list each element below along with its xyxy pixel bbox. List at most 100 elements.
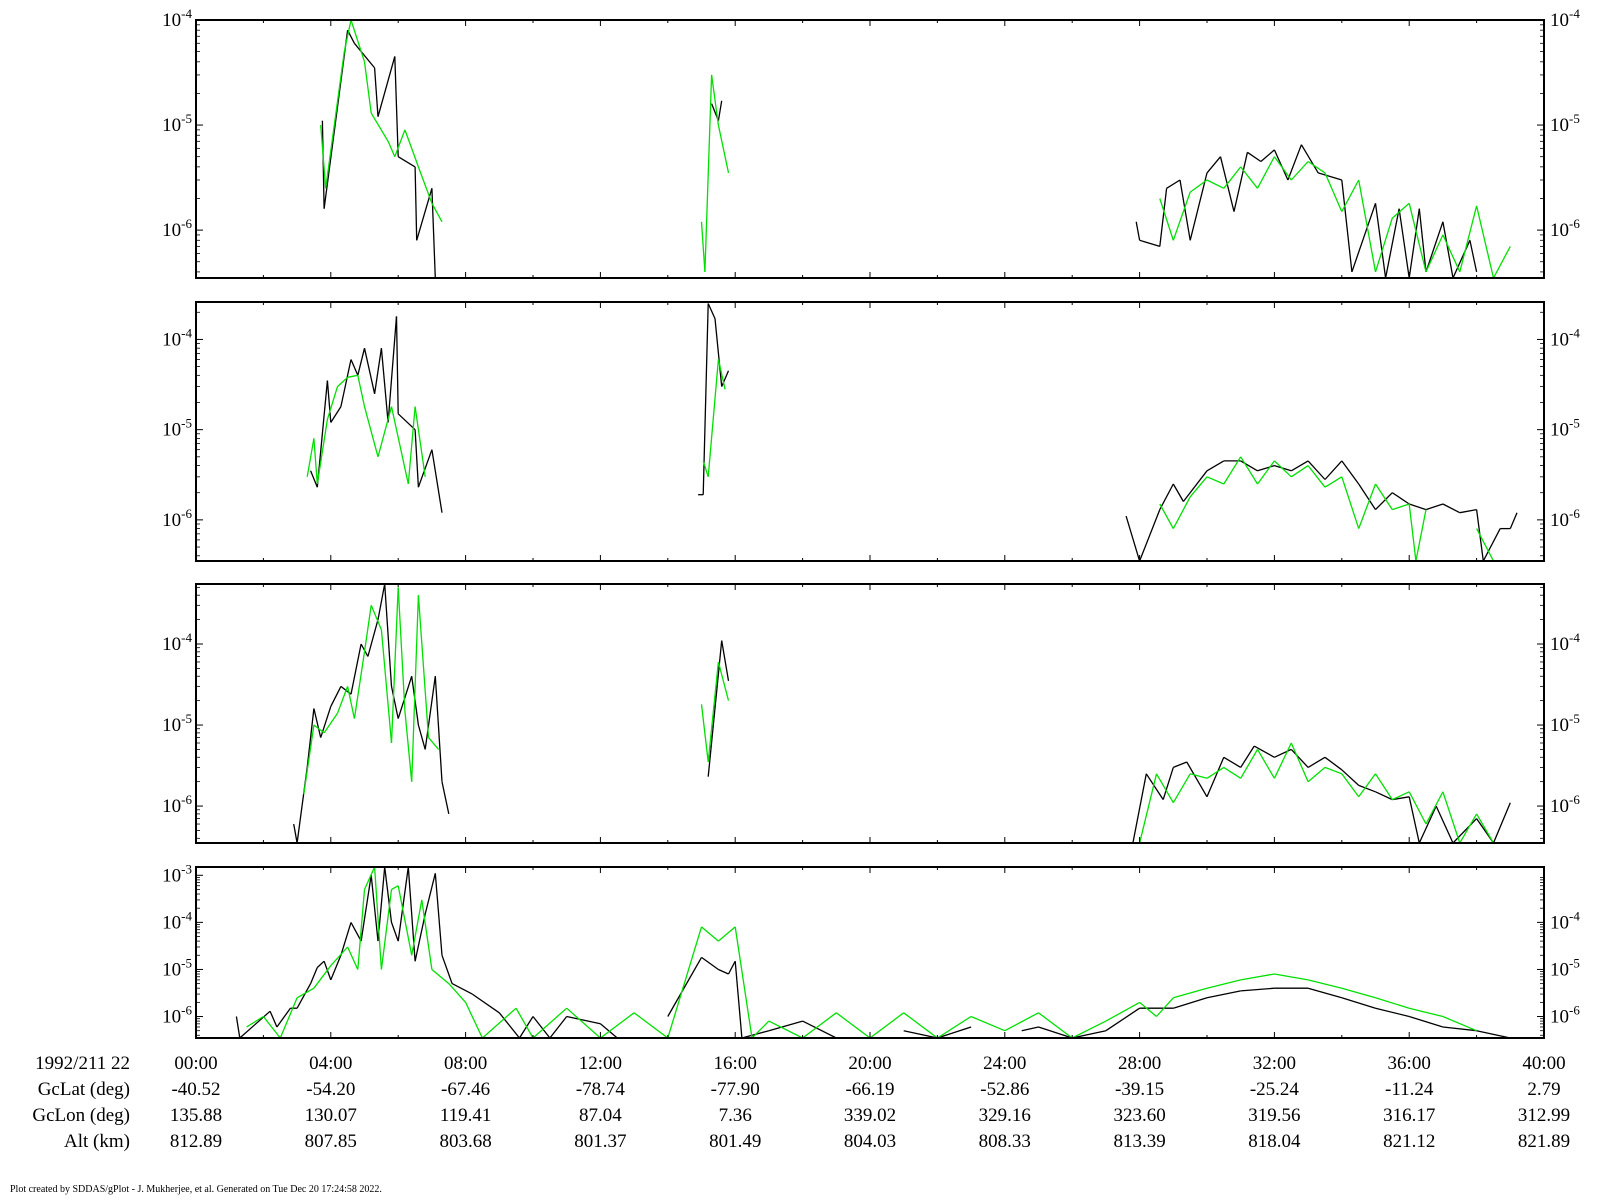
panel-4-series-1-segment (1409, 1015, 1444, 1028)
time-axis-table: 1992/211 22 00:00 04:00 08:00 12:00 16:00 20:… (32, 1053, 1570, 1152)
left-tick-label-base: 10 (162, 715, 181, 736)
panel-3-series-2-segment (411, 595, 420, 782)
right-tick-label-exponent: -6 (1569, 1003, 1580, 1018)
right-tick-label: 10-4 (1550, 6, 1580, 31)
plot-credit-footer: Plot created by SDDAS/gPlot - J. Mukherj… (10, 1184, 382, 1195)
panel-2-series-2-segment (707, 359, 720, 477)
panel-3-series-1-segment (1132, 773, 1147, 843)
panel-2-series-1-segment (702, 303, 709, 495)
right-tick-label-base: 10 (1550, 10, 1569, 31)
panel-4-series-1-segment (903, 1030, 938, 1038)
panel-3-series-2-segment (397, 587, 406, 711)
right-tick-label-exponent: -5 (1569, 111, 1580, 126)
panel-1-series-1-segment (1179, 179, 1191, 241)
panel-2-data (306, 303, 1518, 561)
panel-3-series-2-segment (1172, 773, 1191, 804)
left-tick-label: 10-4 (162, 630, 192, 655)
panel-3-series-2-segment (428, 737, 440, 750)
panel-1-series-2-segment (325, 51, 345, 189)
panel-2-series-1-segment (357, 348, 366, 376)
ephemeris-value: 329.16 (979, 1105, 1031, 1126)
panel-2-series-1-segment (309, 470, 318, 488)
panel-2-series-1-segment (1442, 503, 1461, 514)
panel-2-series-2-segment (363, 406, 379, 457)
panel-3-series-2-segment (346, 686, 356, 719)
panel-1-series-2-segment (1459, 205, 1478, 273)
right-tick-label-exponent: -4 (1569, 630, 1580, 645)
panel-2-series-2-segment (1290, 465, 1309, 478)
panel-4-series-2-segment (313, 965, 332, 989)
panel-1-series-2-segment (1391, 202, 1410, 219)
right-tick-label-exponent: -5 (1569, 955, 1580, 970)
panel-2-series-1-segment (397, 413, 416, 431)
ephemeris-value: 2.79 (1527, 1079, 1560, 1100)
panel-4-series-1-segment (384, 867, 393, 923)
panel-3-series-2-segment (1324, 766, 1343, 775)
panel-1-series-1-segment (1384, 208, 1400, 278)
left-tick-label-exponent: -5 (181, 111, 192, 126)
panel-1-series-1-segment (1318, 172, 1342, 181)
panel-2-series-1-segment (395, 316, 399, 414)
ephemeris-value: 808.33 (979, 1131, 1031, 1152)
left-tick-label-exponent: -5 (181, 416, 192, 431)
panel-1-series-2-segment (1189, 179, 1208, 193)
panel-4-series-1-segment (1341, 997, 1376, 1009)
panel-4-series-2-segment (734, 926, 753, 1038)
panel-4-series-2-segment (296, 987, 315, 999)
panel-3-data (293, 584, 1511, 843)
right-tick-label-exponent: -5 (1569, 711, 1580, 726)
panel-2-series-1-segment (1358, 483, 1377, 510)
ephemeris-value: 801.49 (709, 1131, 761, 1152)
right-tick-label-exponent: -6 (1569, 792, 1580, 807)
right-tick-label-exponent: -5 (1569, 416, 1580, 431)
panel-1-series-2-segment (1475, 205, 1495, 278)
ephemeris-value: 130.07 (305, 1105, 357, 1126)
panel-4-series-1-segment (309, 967, 318, 984)
panel-4-series-1-segment (1307, 987, 1342, 999)
right-tick-label-base: 10 (1550, 1007, 1569, 1028)
panel-4-series-2-segment (330, 946, 349, 967)
panel-1: 10-610-510-410-610-510-4 (162, 6, 1580, 279)
panel-4-series-1-segment (316, 960, 325, 968)
panel-2-series-1-segment (1324, 460, 1343, 480)
panel-2-series-2-segment (347, 374, 358, 378)
panel-2-series-1-segment (431, 449, 443, 513)
panel-4-series-2-segment (279, 997, 298, 1038)
panel-4-frame (195, 866, 1545, 1039)
panel-1-series-2-segment (431, 202, 443, 223)
date-label: 1992/211 22 (35, 1053, 130, 1074)
panel-2-series-1-segment (1172, 483, 1184, 502)
left-tick-label: 10-4 (162, 6, 192, 31)
panel-3-series-1-segment (1253, 745, 1275, 758)
right-tick-label-base: 10 (1550, 634, 1569, 655)
left-tick-label-base: 10 (162, 959, 181, 980)
time-tick-label: 16:00 (714, 1053, 757, 1074)
panel-2-series-1-segment (1138, 509, 1161, 561)
panel-1-series-1-segment (1300, 144, 1319, 174)
panel-1-series-1-segment (1341, 179, 1353, 272)
panel-2-series-2-segment (1189, 476, 1208, 498)
panel-4-series-1-segment (390, 922, 399, 942)
panel-1-series-2-segment (1408, 203, 1427, 273)
panel-2-series-2-segment (1256, 460, 1275, 485)
ephemeris-value: -40.52 (171, 1079, 220, 1100)
time-tick-label: 00:00 (174, 1053, 217, 1074)
panel-2-series-2-segment (717, 359, 726, 390)
panel-4-series-2-segment (532, 1007, 568, 1038)
ephemeris-value: 807.85 (305, 1131, 357, 1152)
panel-2-series-1-segment (714, 318, 723, 387)
panel-1-series-1-segment (1189, 172, 1208, 241)
panel-3-series-2-segment (303, 724, 315, 795)
right-tick-label: 10-5 (1550, 416, 1580, 441)
panel-4-series-2-segment (633, 1012, 669, 1038)
panel-3-series-2-segment (1190, 773, 1208, 779)
panel-4-series-2-segment (667, 926, 703, 1038)
panel-1-series-1-segment (1469, 240, 1478, 273)
panel-4-series-1-segment (1105, 1007, 1140, 1032)
right-tick-label-base: 10 (1550, 329, 1569, 350)
panel-1-series-2-segment (1159, 198, 1174, 241)
panel-1-series-2-segment (1206, 179, 1225, 189)
panel-4-series-2-segment (373, 867, 383, 970)
panel-4-series-2-segment (411, 899, 423, 956)
ephemeris-value: -25.24 (1250, 1079, 1300, 1100)
